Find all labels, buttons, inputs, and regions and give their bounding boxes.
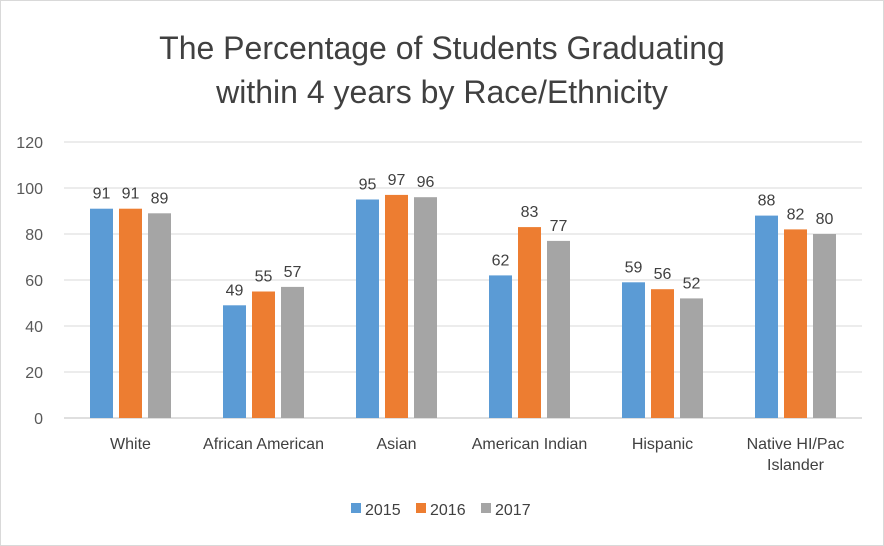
bar-2017: [148, 213, 171, 418]
bar-2015: [489, 275, 512, 418]
legend-swatch-2015: [351, 503, 361, 513]
data-label: 56: [654, 266, 672, 283]
y-tick-label: 40: [25, 319, 43, 336]
x-tick-label: Native HI/Pac: [747, 436, 845, 453]
bar-2015: [622, 282, 645, 418]
legend-label: 2015: [365, 502, 401, 519]
chart-title-line-1: The Percentage of Students Graduating: [159, 30, 725, 66]
bar-2017: [813, 234, 836, 418]
legend-label: 2017: [495, 502, 531, 519]
legend-label: 2016: [430, 502, 466, 519]
y-tick-label: 100: [16, 181, 43, 198]
data-label: 82: [787, 206, 805, 223]
data-label: 88: [758, 193, 776, 210]
legend-swatch-2017: [481, 503, 491, 513]
data-label: 97: [388, 172, 406, 189]
y-tick-label: 60: [25, 273, 43, 290]
bar-2017: [414, 197, 437, 418]
data-label: 52: [683, 275, 701, 292]
data-label: 49: [226, 282, 244, 299]
data-label: 77: [550, 218, 568, 235]
x-tick-label: Hispanic: [632, 436, 693, 453]
data-label: 91: [122, 186, 140, 203]
y-tick-label: 0: [34, 411, 43, 428]
bar-2016: [119, 208, 142, 418]
bar-2015: [90, 208, 113, 418]
bar-2015: [223, 305, 246, 418]
data-label: 57: [284, 264, 302, 281]
bar-2016: [651, 289, 674, 418]
data-label: 59: [625, 259, 643, 276]
x-tick-label: American Indian: [472, 436, 588, 453]
chart-title-line-2: within 4 years by Race/Ethnicity: [216, 74, 668, 110]
x-tick-label: Islander: [767, 457, 825, 474]
bar-2016: [518, 227, 541, 418]
bar-2016: [385, 194, 408, 418]
data-label: 96: [417, 174, 435, 191]
data-label: 80: [816, 211, 834, 228]
data-label: 62: [492, 252, 510, 269]
bar-2015: [755, 215, 778, 418]
bar-2016: [252, 291, 275, 418]
bar-2015: [356, 199, 379, 418]
x-tick-label: African American: [203, 436, 324, 453]
data-label: 83: [521, 204, 539, 221]
x-tick-label: White: [110, 436, 151, 453]
bar-2017: [281, 286, 304, 418]
bar-2017: [547, 240, 570, 418]
y-tick-label: 20: [25, 365, 43, 382]
x-tick-label: Asian: [376, 436, 416, 453]
bar-2017: [680, 298, 703, 418]
legend-swatch-2016: [416, 503, 426, 513]
data-label: 91: [93, 186, 111, 203]
y-tick-label: 80: [25, 227, 43, 244]
bar-2016: [784, 229, 807, 418]
data-label: 95: [359, 177, 377, 194]
chart-title: The Percentage of Students Graduating wi…: [0, 26, 884, 114]
data-label: 55: [255, 269, 273, 286]
data-label: 89: [151, 190, 169, 207]
y-tick-label: 120: [16, 135, 43, 152]
